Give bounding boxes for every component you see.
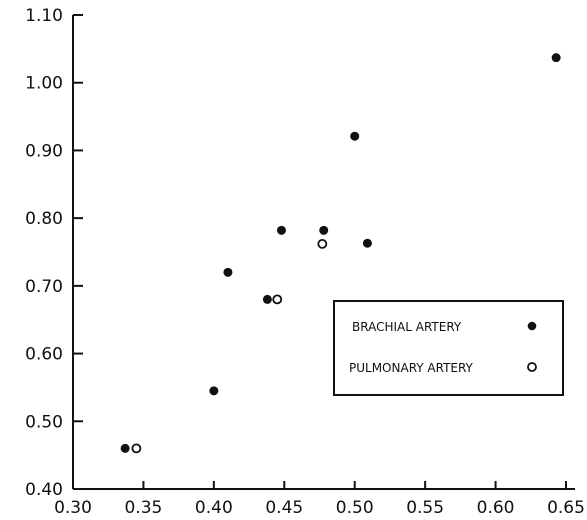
x-tick-label: 0.50 — [336, 498, 374, 518]
y-tick-label: 0.60 — [25, 345, 63, 365]
y-tick-label: 0.70 — [25, 277, 63, 297]
brachial-artery-point — [262, 294, 272, 304]
pulmonary-artery-point — [317, 238, 328, 249]
legend: BRACHIAL ARTERY PULMONARY ARTERY — [333, 300, 564, 396]
x-tick-label: 0.55 — [406, 498, 444, 518]
legend-marker-pulmonary — [527, 362, 537, 372]
legend-label-pulmonary: PULMONARY ARTERY — [349, 361, 474, 375]
y-tick-label: 0.40 — [25, 480, 63, 500]
brachial-artery-point — [362, 238, 372, 248]
x-tick-label: 0.65 — [547, 498, 585, 518]
legend-marker-brachial — [527, 321, 537, 331]
legend-label-brachial: BRACHIAL ARTERY — [352, 320, 462, 334]
x-tick-label: 0.45 — [265, 498, 303, 518]
x-tick-label: 0.60 — [477, 498, 515, 518]
brachial-artery-point — [276, 225, 286, 235]
pulmonary-artery-point — [131, 443, 142, 454]
brachial-artery-point — [209, 386, 219, 396]
data-points — [120, 53, 561, 454]
x-tick-label: 0.30 — [54, 498, 92, 518]
y-tick-label: 1.00 — [25, 74, 63, 94]
y-tick-label: 0.50 — [25, 412, 63, 432]
brachial-artery-point — [350, 131, 360, 141]
y-tick-label: 1.10 — [25, 6, 63, 26]
x-tick-label: 0.40 — [195, 498, 233, 518]
x-tick-label: 0.35 — [124, 498, 162, 518]
y-tick-label: 0.90 — [25, 141, 63, 161]
x-axis: 0.30 0.35 0.40 0.45 0.50 0.55 0.60 0.65 — [54, 481, 585, 518]
brachial-artery-point — [551, 53, 561, 63]
y-axis: 0.40 0.50 0.60 0.70 0.80 0.90 1.00 1.10 — [25, 6, 83, 500]
brachial-artery-point — [319, 225, 329, 235]
pulmonary-artery-point — [272, 294, 283, 305]
y-tick-label: 0.80 — [25, 209, 63, 229]
brachial-artery-point — [223, 267, 233, 277]
brachial-artery-point — [120, 443, 130, 453]
legend-box — [333, 300, 564, 396]
